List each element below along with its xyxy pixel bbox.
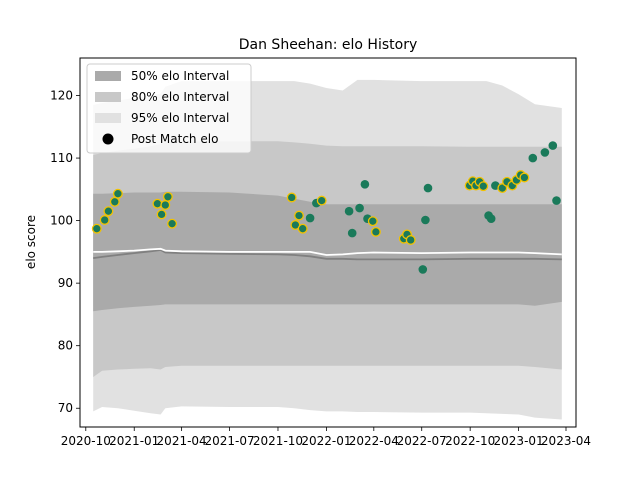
post-match-elo-point <box>360 180 370 189</box>
post-match-elo-point <box>152 198 163 209</box>
legend-label-50: 50% elo Interval <box>131 69 229 83</box>
y-axis-ticks: 70 80 90 100 110 120 <box>50 89 80 415</box>
post-match-elo-point <box>421 215 430 225</box>
x-tick-label: 2021-04 <box>157 434 207 448</box>
x-tick-label: 2021-01 <box>109 434 159 448</box>
x-tick-label: 2022-04 <box>349 434 399 448</box>
post-match-elo-point <box>109 196 120 207</box>
post-match-elo-point <box>478 181 489 192</box>
chart-title: Dan Sheehan: elo History <box>239 37 418 53</box>
post-match-elo-point <box>316 195 327 206</box>
post-match-elo-point <box>367 216 378 227</box>
y-tick-label: 90 <box>58 276 73 290</box>
legend-swatch-95 <box>95 113 121 123</box>
post-match-elo-point <box>405 235 416 245</box>
post-match-elo-point <box>103 206 114 217</box>
post-match-elo-point <box>486 214 496 223</box>
y-tick-label: 120 <box>50 89 73 103</box>
legend-label-95: 95% elo Interval <box>131 111 229 125</box>
legend-swatch-50 <box>95 71 121 81</box>
legend-box <box>86 63 252 154</box>
band-50 <box>93 191 562 312</box>
x-tick-label: 2022-07 <box>397 434 447 448</box>
legend-label-80: 80% elo Interval <box>131 90 229 104</box>
y-tick-label: 110 <box>50 151 73 165</box>
central-lines <box>93 247 562 261</box>
y-tick-label: 80 <box>58 339 73 353</box>
legend-label-point: Post Match elo <box>131 132 218 146</box>
post-match-elo-point <box>160 200 171 210</box>
post-match-elo-point <box>540 148 550 157</box>
post-match-elo-point <box>519 172 530 183</box>
x-axis-ticks: 2020-102021-012021-042021-072021-102022-… <box>61 427 591 448</box>
post-match-elo-point <box>294 210 304 221</box>
post-match-elo-point <box>370 226 381 237</box>
post-match-elo-point <box>418 265 428 274</box>
post-match-elo-point <box>305 213 315 223</box>
post-match-points <box>91 141 561 274</box>
post-match-elo-point <box>91 223 102 234</box>
post-match-elo-point <box>286 192 297 203</box>
post-match-elo-point <box>156 209 167 220</box>
post-match-elo-point <box>99 215 110 225</box>
post-match-elo-point <box>423 183 433 193</box>
post-match-elo-point <box>112 188 123 199</box>
post-match-elo-point <box>347 228 357 238</box>
post-match-elo-point <box>548 141 558 150</box>
x-tick-label: 2023-04 <box>541 434 591 448</box>
x-tick-label: 2022-01 <box>301 434 351 448</box>
mean-elo-line <box>93 249 562 261</box>
post-match-elo-point <box>297 223 308 234</box>
legend: 50% elo Interval 80% elo Interval 95% el… <box>86 63 252 154</box>
post-match-elo-point <box>552 196 561 205</box>
legend-swatch-80 <box>95 92 121 102</box>
x-tick-label: 2020-10 <box>61 434 111 448</box>
x-tick-label: 2023-01 <box>494 434 544 448</box>
post-match-elo-point <box>528 153 538 163</box>
median-elo-line <box>93 247 562 256</box>
y-axis-label: elo score <box>24 215 38 269</box>
post-match-elo-point <box>167 218 178 229</box>
post-match-elo-point <box>162 191 173 202</box>
x-tick-label: 2022-10 <box>445 434 495 448</box>
post-match-elo-point <box>344 206 354 216</box>
x-tick-label: 2021-10 <box>253 434 303 448</box>
post-match-elo-point <box>355 203 364 213</box>
axes-frame <box>79 57 577 428</box>
x-tick-label: 2021-07 <box>204 434 254 448</box>
y-tick-label: 100 <box>50 214 73 228</box>
legend-marker-point <box>102 133 114 145</box>
y-tick-label: 70 <box>58 401 73 415</box>
plot-area <box>91 79 562 420</box>
